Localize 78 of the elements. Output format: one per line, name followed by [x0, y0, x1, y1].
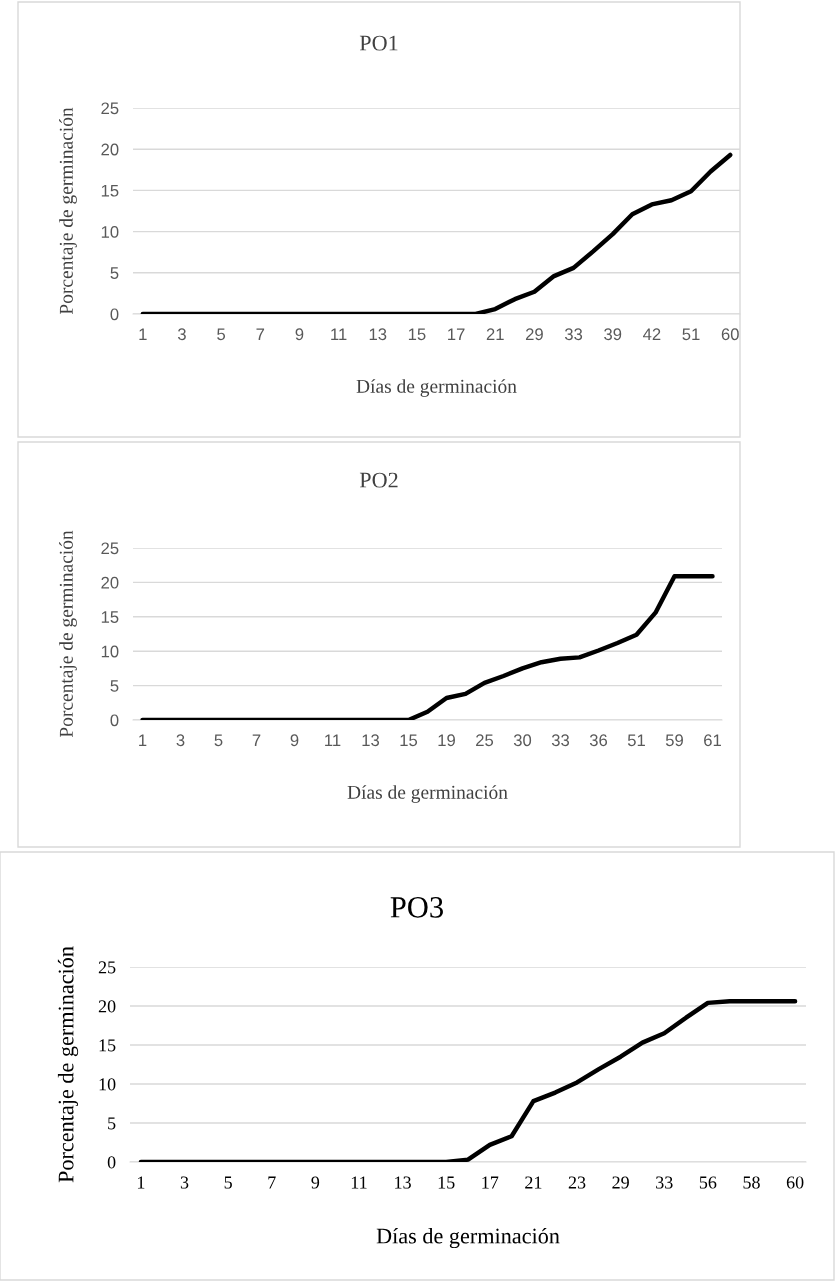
x-tick-label: 11	[351, 1176, 367, 1189]
x-tick-label: 1	[137, 1176, 145, 1189]
y-tick-label: 5	[110, 680, 119, 692]
x-tick-label: 1	[139, 734, 147, 746]
x-tick-label: 9	[295, 328, 304, 341]
line-series	[140, 573, 715, 720]
x-tick-label: 30	[513, 734, 532, 747]
x-tick-label: 9	[311, 1176, 320, 1189]
x-tick-label: 42	[643, 328, 661, 340]
x-tick-label: 11	[331, 328, 347, 340]
y-axis-title: Porcentaje de germinación	[57, 946, 79, 1183]
y-tick-label: 20	[101, 576, 119, 589]
line-series	[140, 152, 733, 314]
chart-title: PO3	[390, 897, 443, 918]
x-tick-label: 11	[325, 734, 341, 746]
x-tick-label: 9	[290, 734, 299, 747]
x-tick-label: 21	[525, 1176, 542, 1189]
x-tick-label: 7	[256, 328, 265, 340]
x-tick-label: 23	[568, 1176, 586, 1189]
y-tick-label: 15	[101, 184, 119, 197]
y-tick-label: 0	[110, 714, 119, 727]
x-tick-label: 33	[656, 1176, 673, 1189]
y-axis-title: Porcentaje de germinación	[59, 107, 77, 315]
x-tick-label: 51	[682, 328, 700, 341]
x-tick-label: 3	[177, 328, 186, 341]
x-tick-label: 5	[217, 328, 226, 341]
y-tick-label: 10	[99, 1078, 116, 1091]
y-tick-label: 0	[110, 308, 119, 321]
x-tick-label: 39	[604, 328, 622, 341]
y-tick-label: 5	[110, 267, 119, 279]
x-tick-label: 25	[476, 734, 494, 747]
y-tick-label: 5	[108, 1117, 116, 1130]
y-tick-label: 25	[101, 102, 119, 115]
x-tick-label: 33	[564, 328, 583, 341]
line-series	[138, 999, 798, 1162]
x-tick-label: 13	[369, 328, 387, 341]
y-tick-label: 10	[101, 226, 119, 238]
x-tick-label: 51	[627, 734, 645, 747]
x-tick-label: 15	[438, 1176, 455, 1189]
x-tick-label: 17	[448, 328, 465, 340]
y-tick-label: 15	[99, 1039, 116, 1052]
chart-title: PO1	[359, 35, 398, 51]
x-tick-label: 5	[224, 1176, 232, 1189]
chart-title: PO2	[359, 472, 398, 488]
x-tick-label: 3	[176, 734, 185, 747]
x-tick-label: 3	[180, 1176, 189, 1189]
x-tick-label: 21	[486, 328, 504, 340]
x-tick-label: 5	[214, 734, 223, 747]
x-tick-label: 61	[704, 734, 721, 747]
x-tick-label: 19	[438, 734, 455, 747]
x-axis-title: Días de germinación	[376, 1227, 560, 1249]
x-tick-label: 13	[395, 1176, 411, 1189]
x-tick-label: 29	[612, 1176, 629, 1189]
x-tick-label: 56	[699, 1176, 717, 1189]
x-tick-label: 59	[665, 734, 683, 747]
x-tick-label: 7	[268, 1176, 276, 1189]
x-tick-label: 58	[743, 1176, 760, 1189]
y-tick-label: 20	[101, 143, 119, 156]
x-tick-label: 60	[786, 1176, 804, 1189]
x-tick-label: 36	[589, 734, 608, 747]
x-tick-label: 29	[525, 328, 543, 341]
x-tick-label: 17	[482, 1176, 499, 1189]
y-axis-title: Porcentaje de germinación	[59, 530, 77, 738]
x-tick-label: 7	[252, 734, 261, 746]
y-tick-label: 25	[101, 542, 119, 555]
y-tick-label: 20	[98, 1000, 116, 1013]
x-axis-title: Días de germinación	[356, 379, 517, 397]
x-tick-label: 15	[408, 328, 426, 341]
x-tick-label: 33	[551, 734, 570, 747]
y-tick-label: 10	[101, 645, 119, 658]
y-tick-label: 25	[98, 961, 116, 974]
x-axis-title: Días de germinación	[347, 785, 508, 803]
x-tick-label: 60	[721, 328, 739, 341]
x-tick-label: 1	[139, 328, 147, 340]
x-tick-label: 13	[362, 734, 380, 747]
y-tick-label: 15	[101, 611, 119, 623]
x-tick-label: 15	[400, 734, 418, 747]
y-tick-label: 0	[107, 1156, 116, 1169]
